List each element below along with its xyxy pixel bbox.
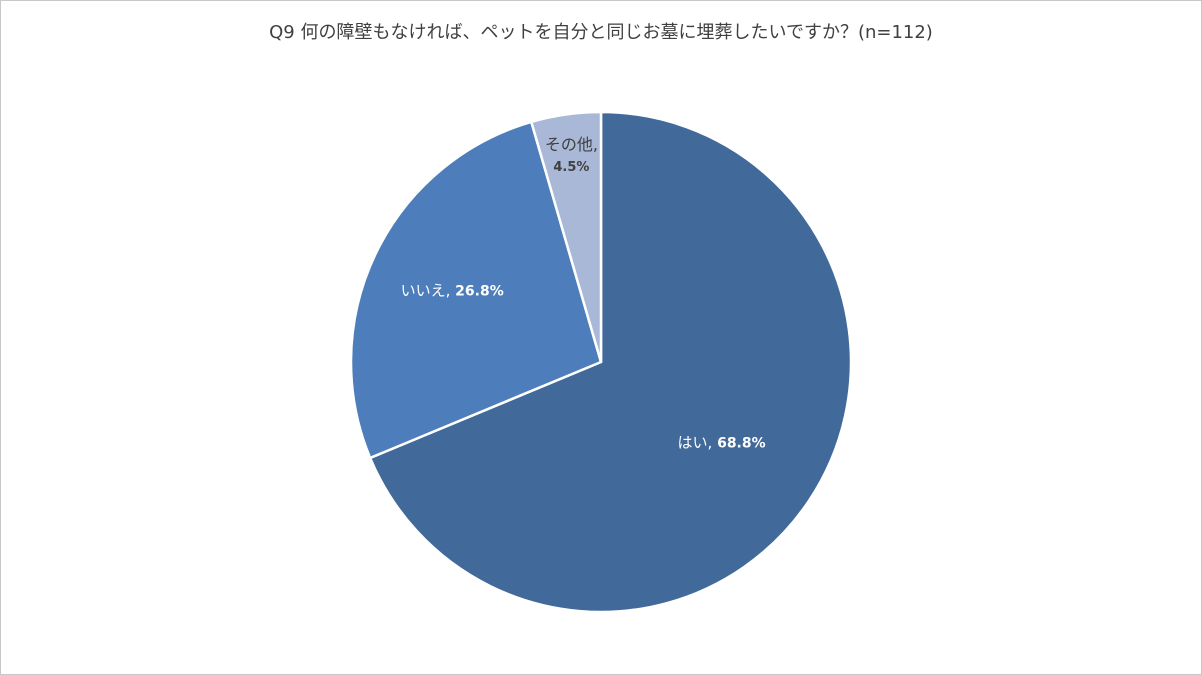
- pie-slice-1: [368, 110, 853, 614]
- slice-category-3: その他,: [545, 135, 598, 154]
- pie-slice-2: [349, 120, 603, 460]
- slice-value-3: 4.5%: [553, 160, 589, 175]
- slice-value-2: 26.8%: [455, 284, 504, 300]
- pie-labels: はい, 68.8% いいえ, 26.8% その他, 4.5%: [401, 135, 766, 451]
- slice-category-2: いいえ,: [401, 282, 456, 300]
- chart-title: Q9 何の障壁もなければ、ペットを自分と同じお墓に埋葬したいですか？(n=112…: [269, 22, 933, 43]
- pie-slices: [349, 110, 853, 614]
- slice-category-1: はい,: [678, 434, 718, 452]
- slice-label-3: その他, 4.5%: [545, 135, 598, 175]
- pie-slice-3: [530, 110, 603, 364]
- slice-value-1: 68.8%: [717, 436, 766, 452]
- slice-label-1: はい, 68.8%: [678, 434, 766, 452]
- slice-label-2: いいえ, 26.8%: [401, 282, 504, 300]
